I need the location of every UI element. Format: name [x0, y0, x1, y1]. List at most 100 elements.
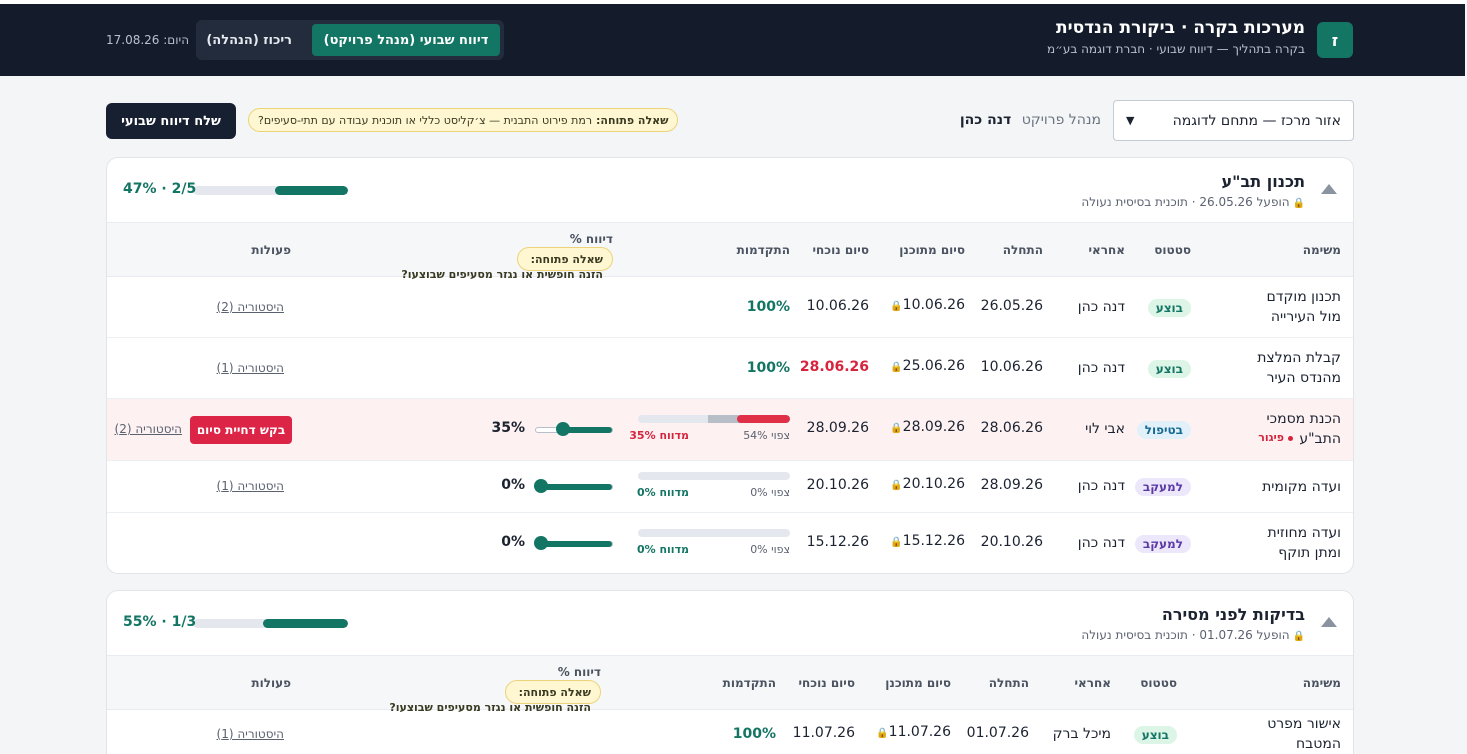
current-end-date: 15.12.26 [806, 534, 869, 550]
slider-knob[interactable] [556, 422, 570, 436]
app-logo: ז [1317, 22, 1353, 58]
planned-end-value: 20.10.26 [902, 476, 965, 492]
expected-label: צפוי 54% [743, 429, 790, 442]
planned-end-date: 10.06.26🔒 [887, 297, 965, 313]
mode-management-summary[interactable]: ריכוז (הנהלה) [206, 32, 292, 48]
task-name: קבלת המלצת מהנדס העיר [1257, 350, 1341, 386]
owner-name: דנה כהן [1077, 299, 1125, 315]
send-weekly-report-button[interactable]: שלח דיווח שבועי [106, 103, 236, 139]
section-progress-fill [275, 186, 348, 195]
table-row: קבלת המלצת מהנדס העיר בוצע דנה כהן 10.06.26… [107, 338, 1353, 399]
expected-vs-reported-bar [638, 529, 790, 537]
section-progress-fill [262, 619, 348, 628]
expected-label: צפוי 0% [750, 486, 790, 499]
slider-knob[interactable] [534, 536, 548, 550]
today-date: היום: 17.08.26 [106, 33, 189, 47]
open-question-badge: שאלה פתוחה: רמת פירוט התבנית — צ׳קליסט כ… [248, 108, 679, 132]
planned-end-value: 11.07.26 [888, 724, 951, 740]
col-start: התחלה [1002, 243, 1043, 257]
report-pct-value: 35% [491, 420, 525, 436]
app-header: ז מערכות בקרה · ביקורת הנדסית בקרה בתהלי… [0, 4, 1465, 76]
reported-label: מדווח 0% [636, 486, 689, 499]
status-badge: בטיפול [1136, 421, 1191, 439]
reported-label: מדווח 0% [636, 543, 689, 556]
planned-end-date: 15.12.26🔒 [887, 533, 965, 549]
start-date: 10.06.26 [980, 359, 1043, 375]
current-end-date: 28.09.26 [806, 420, 869, 436]
status-badge: בוצע [1133, 726, 1177, 744]
open-question-text: הזנה חופשית או נגזר מסעיפים שבוצעו? [389, 701, 591, 714]
status-badge: למעקב [1134, 478, 1191, 496]
app-title: מערכות בקרה · ביקורת הנדסית [1056, 18, 1305, 38]
table-header: משימה סטטוס אחראי התחלה סיום מתוכנן סיום נוכח… [107, 222, 1353, 281]
owner-name: דנה כהן [1077, 535, 1125, 551]
col-planned-end: סיום מתוכנן [899, 243, 965, 257]
owner-name: דנה כהן [1077, 360, 1125, 376]
section-progress-bar [193, 619, 348, 628]
date-value: 17.08.26 [106, 33, 160, 47]
progress-value: 100% [746, 360, 790, 376]
date-label: היום: [163, 33, 190, 47]
history-link[interactable]: היסטוריה (1) [216, 727, 284, 741]
column-open-question-badge: שאלה פתוחה: הזנה חופשית או נגזר מסעיפים ש… [389, 680, 601, 714]
lock-icon: 🔒 [1292, 631, 1305, 642]
planned-end-value: 25.06.26 [902, 358, 965, 374]
history-link[interactable]: היסטוריה (2) [216, 300, 284, 314]
table-row: ועדה מחוזית ומתן תוקף למעקב דנה כהן 20.10.2… [107, 513, 1353, 573]
expected-vs-reported-bar [638, 415, 790, 423]
history-link[interactable]: היסטוריה (2) [114, 422, 182, 436]
project-select[interactable]: אזור מרכז — מתחם לדוגמה ▼ [1113, 100, 1354, 141]
col-progress: התקדמות [722, 676, 776, 690]
start-date: 20.10.26 [980, 534, 1043, 550]
report-pct-slider[interactable] [534, 479, 613, 493]
col-status: סטטוס [1154, 243, 1191, 257]
status-badge: בוצע [1147, 299, 1191, 317]
table-header: משימה סטטוס אחראי התחלה סיום מתוכנן סיום נוכח… [107, 655, 1353, 714]
col-planned-end: סיום מתוכנן [885, 676, 951, 690]
history-link[interactable]: היסטוריה (1) [216, 361, 284, 375]
col-start: התחלה [988, 676, 1029, 690]
report-pct-slider[interactable] [535, 422, 613, 436]
owner-name: דנה כהן [1077, 478, 1125, 494]
planned-end-date: 28.09.26🔒 [887, 419, 965, 435]
table-row: ועדה מקומית למעקב דנה כהן 28.09.26 20.10.26🔒… [107, 461, 1353, 513]
owner-name: מיכל ברק [1052, 726, 1111, 742]
collapse-caret-icon[interactable] [1321, 617, 1337, 627]
section-progress-text: 1/3 · 55% [123, 614, 197, 630]
section-card: תכנון תב"ע 🔒הופעל 26.05.26 · תוכנית בסיסי… [106, 157, 1354, 574]
col-actions: פעולות [251, 243, 291, 257]
history-link[interactable]: היסטוריה (1) [216, 479, 284, 493]
section-header: תכנון תב"ע 🔒הופעל 26.05.26 · תוכנית בסיסי… [107, 158, 1353, 222]
current-end-date: 28.06.26 [799, 359, 869, 375]
collapse-caret-icon[interactable] [1321, 184, 1337, 194]
lock-icon: 🔒 [890, 423, 903, 434]
col-task: משימה [1302, 243, 1341, 257]
brand: מערכות בקרה · ביקורת הנדסית בקרה בתהליך … [1047, 18, 1305, 56]
report-pct-slider[interactable] [534, 536, 613, 550]
slider-knob[interactable] [534, 479, 548, 493]
start-date: 26.05.26 [980, 298, 1043, 314]
reported-label: מדווח 35% [629, 429, 689, 442]
status-badge: בוצע [1147, 360, 1191, 378]
lock-icon: 🔒 [890, 362, 903, 373]
current-end-date: 20.10.26 [806, 477, 869, 493]
project-manager: מנהל פרויקט דנה כהן [960, 112, 1101, 128]
section-subtitle: 🔒הופעל 26.05.26 · תוכנית בסיסית נעולה [1081, 195, 1305, 209]
request-end-extension-button[interactable]: בקש דחיית סיום [190, 416, 292, 444]
table-row: תכנון מוקדם מול העירייה בוצע דנה כהן 26.05.… [107, 277, 1353, 338]
pm-label: מנהל פרויקט [1021, 112, 1101, 128]
planned-end-date: 20.10.26🔒 [887, 476, 965, 492]
mode-weekly-report[interactable]: דיווח שבועי (מנהל פרויקט) [312, 24, 500, 56]
mode-switch: דיווח שבועי (מנהל פרויקט) ריכוז (הנהלה) [196, 20, 504, 60]
section-card: בדיקות לפני מסירה 🔒הופעל 01.07.26 · תוכני… [106, 590, 1354, 754]
start-date: 28.06.26 [980, 420, 1043, 436]
lock-icon: 🔒 [890, 537, 903, 548]
section-title: בדיקות לפני מסירה [1161, 605, 1305, 624]
col-current-end: סיום נוכחי [798, 676, 855, 690]
report-pct-value: 0% [501, 477, 525, 493]
current-end-date: 11.07.26 [792, 725, 855, 741]
task-name: אישור מפרט המטבח [1267, 716, 1341, 752]
lock-icon: 🔒 [876, 728, 889, 739]
section-subtitle: 🔒הופעל 01.07.26 · תוכנית בסיסית נעולה [1081, 628, 1305, 642]
start-date: 28.09.26 [980, 477, 1043, 493]
